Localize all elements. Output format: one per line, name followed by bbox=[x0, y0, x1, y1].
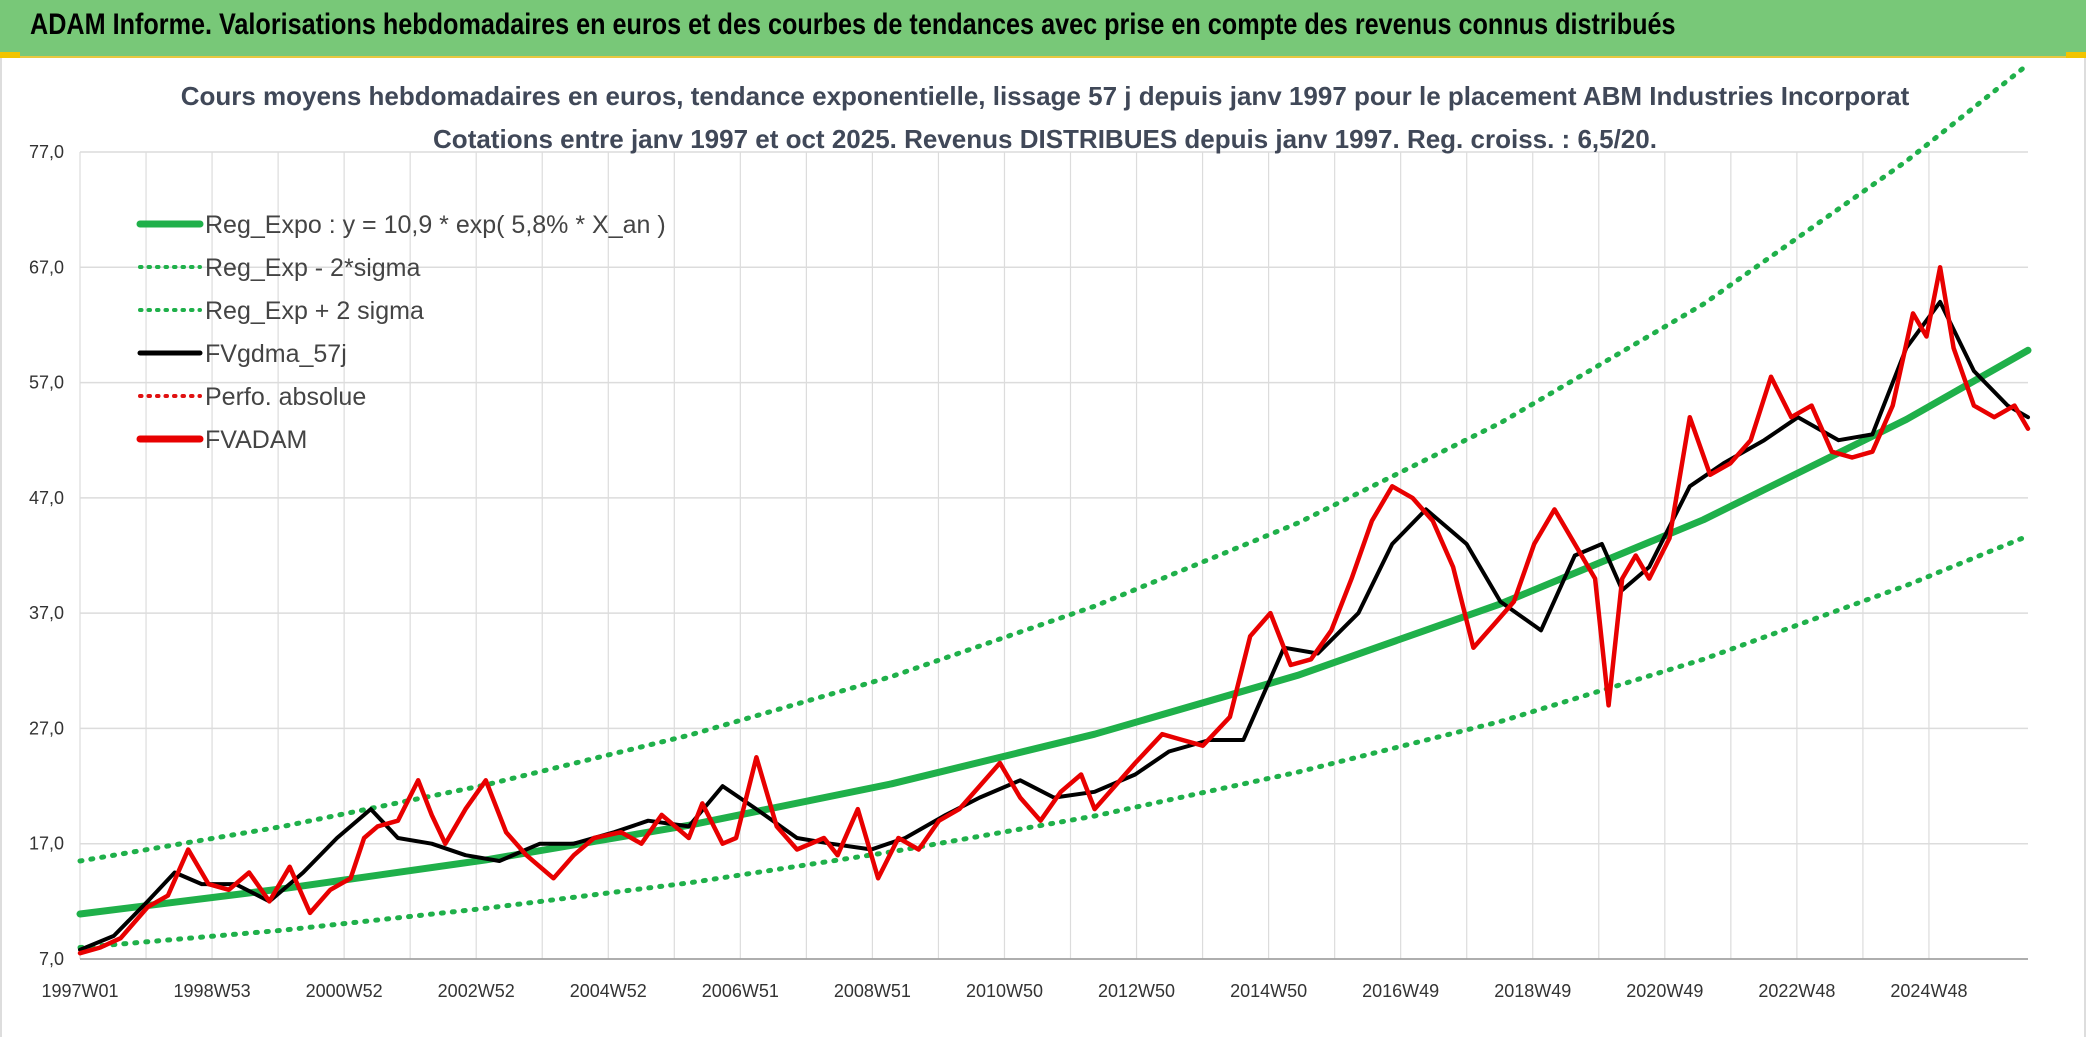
chart-frame: Cours moyens hebdomadaires en euros, ten… bbox=[0, 58, 2086, 1037]
y-tick-label: 47,0 bbox=[29, 488, 64, 508]
page-title: ADAM Informe. Valorisations hebdomadaire… bbox=[30, 8, 1676, 41]
x-tick-label: 2000W52 bbox=[306, 981, 383, 1001]
x-tick-label: 2024W48 bbox=[1890, 981, 1967, 1001]
x-tick-label: 2010W50 bbox=[966, 981, 1043, 1001]
chart-title-line1: Cours moyens hebdomadaires en euros, ten… bbox=[181, 81, 1910, 111]
x-tick-label: 2008W51 bbox=[834, 981, 911, 1001]
x-tick-label: 1997W01 bbox=[41, 981, 118, 1001]
x-tick-label: 2002W52 bbox=[438, 981, 515, 1001]
x-tick-label: 2006W51 bbox=[702, 981, 779, 1001]
series-reg-expo bbox=[76, 346, 2032, 918]
series-reg-exp-plus-2sigma bbox=[77, 61, 2031, 864]
x-tick-label: 2012W50 bbox=[1098, 981, 1175, 1001]
y-tick-label: 77,0 bbox=[29, 142, 64, 162]
y-tick-label: 7,0 bbox=[39, 949, 64, 969]
chart-title-line2: Cotations entre janv 1997 et oct 2025. R… bbox=[433, 124, 1657, 154]
series-reg-exp-minus-2sigma bbox=[77, 533, 2031, 950]
y-tick-label: 67,0 bbox=[29, 257, 64, 277]
y-axis: 7,0 17,0 27,0 37,0 47,0 57,0 67,0 77,0 bbox=[29, 142, 64, 969]
x-tick-label: 2020W49 bbox=[1626, 981, 1703, 1001]
series-fvadam bbox=[77, 265, 2031, 956]
legend-label: FVgdma_57j bbox=[205, 340, 347, 368]
x-tick-label: 2018W49 bbox=[1494, 981, 1571, 1001]
x-tick-label: 2022W48 bbox=[1758, 981, 1835, 1001]
x-axis: 1997W01 1998W53 2000W52 2002W52 2004W52 2006W… bbox=[41, 981, 1967, 1001]
corner-marker-right bbox=[2066, 52, 2086, 58]
x-tick-label: 2004W52 bbox=[570, 981, 647, 1001]
header-banner: ADAM Informe. Valorisations hebdomadaire… bbox=[0, 0, 2086, 58]
chart-grid bbox=[79, 151, 2028, 960]
x-tick-label: 2014W50 bbox=[1230, 981, 1307, 1001]
y-tick-label: 17,0 bbox=[29, 834, 64, 854]
series-group bbox=[76, 61, 2032, 956]
y-tick-label: 37,0 bbox=[29, 603, 64, 623]
legend-label: Perfo. absolue bbox=[205, 383, 366, 411]
series-fvgdma-57j bbox=[78, 299, 2030, 952]
legend-label: FVADAM bbox=[205, 426, 307, 454]
legend-label: Reg_Expo : y = 10,9 * exp( 5,8% * X_an ) bbox=[205, 211, 666, 239]
chart: Cours moyens hebdomadaires en euros, ten… bbox=[29, 61, 2032, 1001]
corner-marker-left bbox=[0, 52, 20, 58]
legend: Reg_Expo : y = 10,9 * exp( 5,8% * X_an )… bbox=[136, 211, 666, 454]
legend-label: Reg_Exp - 2*sigma bbox=[205, 254, 420, 282]
x-tick-label: 2016W49 bbox=[1362, 981, 1439, 1001]
legend-label: Reg_Exp + 2 sigma bbox=[205, 297, 424, 325]
y-tick-label: 57,0 bbox=[29, 373, 64, 393]
y-tick-label: 27,0 bbox=[29, 718, 64, 738]
x-tick-label: 1998W53 bbox=[174, 981, 251, 1001]
